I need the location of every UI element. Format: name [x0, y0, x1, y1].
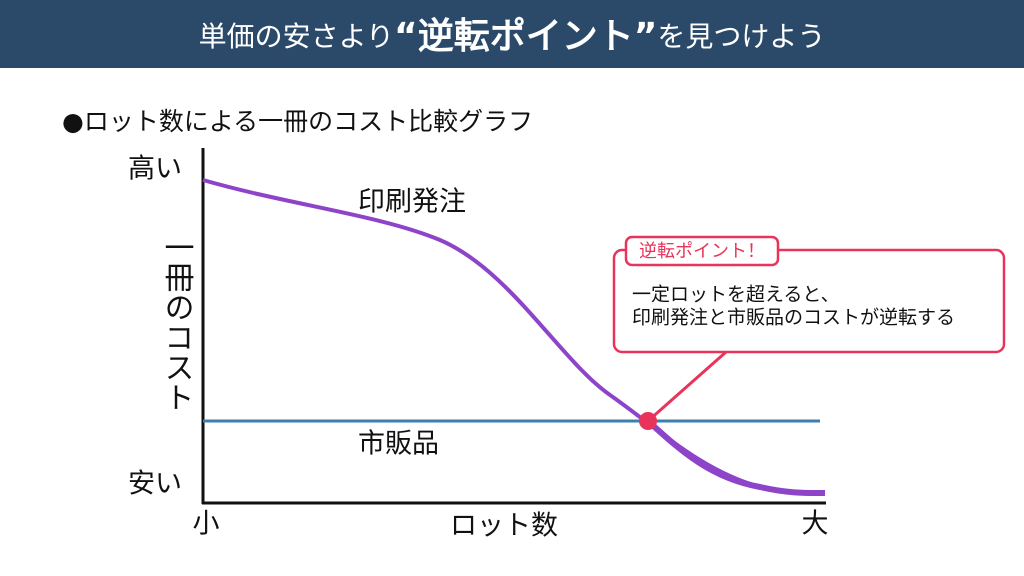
callout-box: [612, 248, 1006, 354]
header-bar: [0, 0, 1024, 68]
y-axis-top: 高い: [128, 154, 182, 185]
print-label: 印刷発注: [358, 187, 466, 218]
title-part: 単価の安さより: [199, 20, 394, 53]
x-axis-left: 小: [193, 509, 220, 540]
print-curve-emphasis: [645, 418, 826, 497]
callout-title: 逆転ポイント！: [639, 241, 765, 262]
callout-line: 印刷発注と市販品のコストが逆転する: [632, 307, 955, 329]
title-part: を見つけよう: [657, 20, 825, 53]
x-axis-right: 大: [802, 509, 829, 540]
title-emphasis: “逆転ポイント”: [394, 15, 657, 57]
callout-pointer: [647, 350, 727, 423]
callout-line: 一定ロットを超えると、: [632, 284, 840, 306]
y-axis-bottom: 安い: [128, 469, 182, 500]
x-axis-label: ロット数: [450, 511, 558, 542]
y-axis-label: 一冊のコスト: [159, 232, 194, 412]
reversal-point: [639, 412, 657, 430]
subtitle: ●ロット数による一冊のコスト比較グラフ: [62, 107, 533, 136]
retail-label: 市販品: [358, 429, 439, 460]
callout-tab: [624, 235, 780, 267]
header-title: 単価の安さより“逆転ポイント”を見つけよう: [199, 15, 826, 57]
